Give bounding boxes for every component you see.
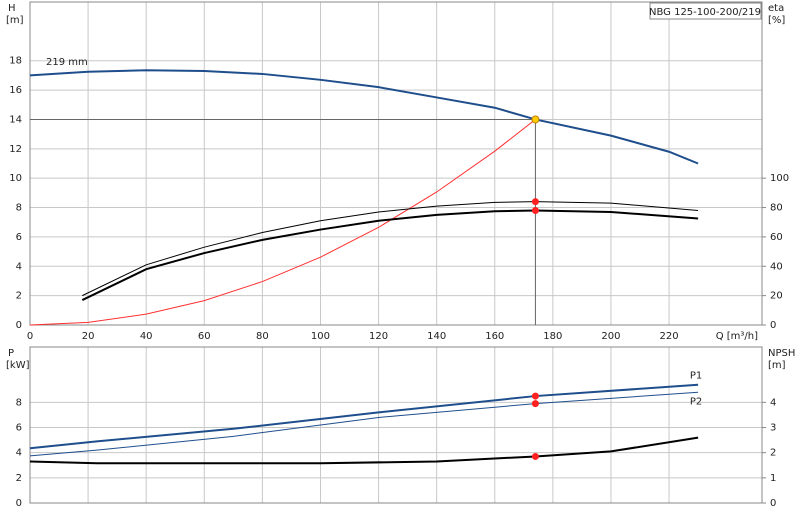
x-tick-label: 40 <box>140 331 153 342</box>
y2-tick-label: 1 <box>770 473 776 484</box>
x-tick-label: 180 <box>543 331 562 342</box>
curve <box>29 69 699 165</box>
y-tick-label: 2 <box>16 473 22 484</box>
y-tick-label: 4 <box>16 448 22 459</box>
y-tick-label: 6 <box>16 232 22 243</box>
plot-frame <box>29 1 763 326</box>
curve <box>81 209 699 301</box>
x-tick-label: 60 <box>198 331 211 342</box>
x-tick-label: 120 <box>369 331 388 342</box>
y2-axis-unit: [%] <box>768 15 785 26</box>
title-box <box>649 2 762 20</box>
y-tick-label: 2 <box>16 291 22 302</box>
y2-tick-label: 80 <box>770 203 783 214</box>
x-tick-label: 80 <box>256 331 269 342</box>
y-tick-label: 10 <box>9 173 22 184</box>
operating-point <box>531 206 539 214</box>
y-axis-unit: [kW] <box>6 360 30 371</box>
y-tick-label: 18 <box>9 56 22 67</box>
y2-tick-label: 4 <box>770 397 776 408</box>
curve <box>29 383 699 450</box>
y2-tick-label: 60 <box>770 232 783 243</box>
y-tick-label: 0 <box>16 498 22 509</box>
y-axis-label: P <box>8 348 14 359</box>
x-axis-label: Q [m³/h] <box>716 331 758 342</box>
y-tick-label: 6 <box>16 423 22 434</box>
y2-tick-label: 40 <box>770 261 783 272</box>
y2-tick-label: 0 <box>770 498 776 509</box>
y-tick-label: 0 <box>16 320 22 331</box>
plot-frame <box>29 346 763 504</box>
x-tick-label: 0 <box>27 331 33 342</box>
x-tick-label: 200 <box>601 331 620 342</box>
x-tick-label: 140 <box>427 331 446 342</box>
y-tick-label: 14 <box>9 114 22 125</box>
x-tick-label: 100 <box>311 331 330 342</box>
y2-tick-label: 100 <box>770 173 789 184</box>
operating-point <box>531 452 539 460</box>
y-axis-label: H <box>8 3 16 14</box>
y-tick-label: 8 <box>16 203 22 214</box>
curve <box>29 391 699 457</box>
x-tick-label: 160 <box>485 331 504 342</box>
y-tick-label: 4 <box>16 261 22 272</box>
operating-point <box>531 400 539 408</box>
curve <box>82 201 699 297</box>
series-label: P2 <box>690 396 702 407</box>
operating-point <box>531 392 539 400</box>
curve-annotation: 219 mm <box>46 57 88 68</box>
y-tick-label: 8 <box>16 397 22 408</box>
y-tick-label: 16 <box>9 85 22 96</box>
y2-tick-label: 20 <box>770 291 783 302</box>
chart-title: NBG 125-100-200/219 <box>649 7 761 18</box>
x-tick-label: 220 <box>660 331 679 342</box>
series-label: P1 <box>690 371 702 382</box>
y-axis-unit: [m] <box>6 15 24 26</box>
y-tick-label: 12 <box>9 144 22 155</box>
y2-tick-label: 0 <box>770 320 776 331</box>
y2-axis-unit: [m] <box>768 360 786 371</box>
y2-axis-label: eta <box>768 3 784 14</box>
curve <box>29 436 699 465</box>
y2-tick-label: 2 <box>770 448 776 459</box>
operating-point <box>531 198 539 206</box>
operating-point <box>531 115 540 124</box>
x-tick-label: 20 <box>82 331 95 342</box>
curve <box>29 119 536 326</box>
y2-tick-label: 3 <box>770 423 776 434</box>
y2-axis-label: NPSH <box>768 348 795 359</box>
